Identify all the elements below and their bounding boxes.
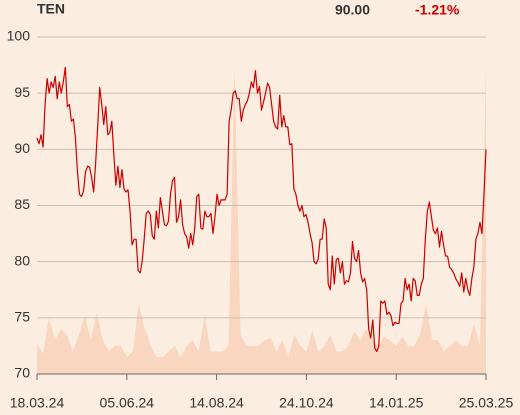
change: -1.21% [415, 2, 460, 18]
y-tick-label: 95 [14, 84, 30, 100]
x-tick-label: 05.06.24 [100, 395, 155, 411]
y-tick-label: 75 [14, 309, 30, 325]
x-tick-label: 14.08.24 [189, 395, 244, 411]
volume-area [37, 65, 486, 374]
ticker: TEN [37, 1, 65, 17]
last-price: 90.00 [335, 2, 370, 18]
y-tick-label: 70 [14, 365, 30, 381]
y-tick-label: 100 [7, 28, 31, 44]
x-tick-label: 14.01.25 [369, 395, 424, 411]
y-tick-label: 80 [14, 252, 30, 268]
y-tick-label: 90 [14, 140, 30, 156]
price-line [36, 66, 487, 353]
x-tick-label: 25.03.25 [459, 395, 514, 411]
x-tick-label: 18.03.24 [10, 395, 65, 411]
x-tick-label: 24.10.24 [279, 395, 334, 411]
y-tick-label: 85 [14, 196, 30, 212]
